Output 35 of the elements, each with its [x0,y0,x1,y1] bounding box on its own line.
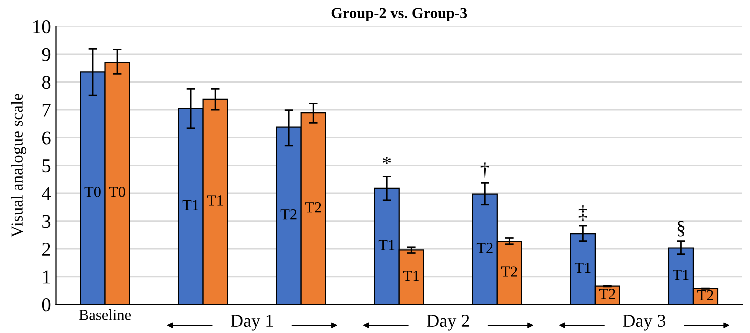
data-label: T2 [599,289,616,300]
y-tick-label: 7 [42,104,51,117]
data-label: T2 [280,210,297,220]
data-label: T1 [574,262,591,274]
data-label: T2 [698,290,714,300]
data-label: T1 [378,240,395,250]
y-tick-label: 9 [42,48,51,62]
data-label: T1 [673,270,689,280]
y-tick-label: 0 [42,298,51,312]
y-tick-label: 4 [42,187,52,200]
text: Day 2 [427,314,470,331]
y-tick-label: 5 [42,160,51,173]
y-tick-label: 2 [42,242,50,256]
data-label: T2 [501,266,518,277]
annotation: ‡ [578,206,588,222]
data-label: T0 [84,186,101,198]
annotation: * [383,157,392,164]
y-tick-label: 3 [42,215,51,228]
y-tick-label: 8 [42,76,51,90]
data-label: T1 [207,196,224,206]
x-tick-label: Baseline [79,310,132,320]
annotation: † [480,162,490,179]
data-label: T2 [476,243,493,254]
y-tick-label: 10 [34,20,51,34]
data-label: T1 [182,200,199,210]
chart-title: Group-2 vs. Group-3 [332,8,468,22]
data-label: T0 [109,186,126,198]
data-label: T2 [305,202,322,213]
text: Day 1 [231,314,274,331]
y-axis-title: Visual analogue scale [11,94,26,238]
data-label: T1 [403,271,420,282]
annotation: § [678,221,685,237]
text: Day 3 [623,314,666,331]
y-tick-label: 1 [43,270,50,284]
y-tick-label: 6 [42,132,51,145]
